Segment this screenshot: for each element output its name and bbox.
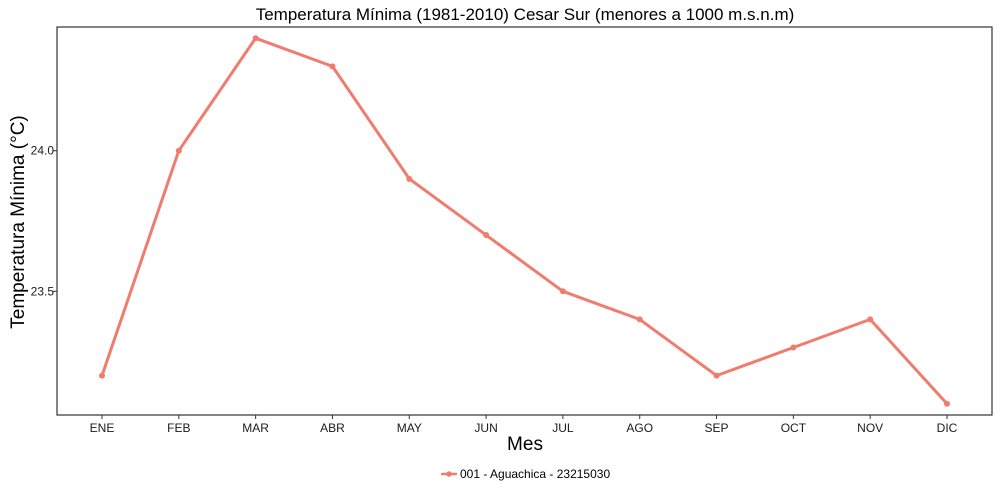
x-tick-label: ABR: [320, 421, 345, 435]
legend-key-point: [446, 471, 452, 477]
y-axis-title: Temperatura Mínima (°C): [8, 115, 29, 328]
x-axis: ENE FEB MAR ABR MAY JUN JUL AGO SEP OCT NOV DIC: [90, 415, 958, 435]
x-tick-label: NOV: [857, 421, 883, 435]
data-point: [329, 63, 336, 70]
x-tick-label: DIC: [937, 421, 958, 435]
y-axis: 23.5 24.0: [31, 144, 57, 298]
data-point: [790, 344, 797, 351]
x-tick-label: SEP: [705, 421, 729, 435]
x-tick-label: OCT: [781, 421, 807, 435]
data-point: [944, 400, 950, 407]
x-tick-label: JUN: [474, 421, 497, 435]
data-point: [252, 35, 259, 42]
data-point: [636, 316, 643, 323]
y-tick-label: 24.0: [31, 144, 55, 158]
series-layer: [99, 35, 950, 407]
x-tick-label: JUL: [552, 421, 574, 435]
x-tick-label: ENE: [90, 421, 115, 435]
x-axis-title: Mes: [507, 434, 543, 455]
data-point: [406, 175, 413, 182]
x-tick-label: MAR: [242, 421, 269, 435]
data-point: [867, 316, 874, 323]
chart-title: Temperatura Mínima (1981-2010) Cesar Sur…: [256, 5, 795, 24]
y-tick-label: 23.5: [31, 284, 55, 298]
data-point: [99, 372, 105, 379]
x-tick-label: FEB: [167, 421, 190, 435]
data-point: [559, 288, 566, 295]
legend: 001 - Aguachica - 23215030: [440, 467, 610, 481]
data-point: [713, 372, 720, 379]
data-point: [483, 232, 490, 239]
legend-label: 001 - Aguachica - 23215030: [460, 467, 610, 481]
series-line: [100, 36, 949, 406]
data-point: [175, 147, 182, 154]
x-tick-label: MAY: [397, 421, 422, 435]
plot-panel: [56, 26, 993, 416]
x-tick-label: AGO: [626, 421, 653, 435]
